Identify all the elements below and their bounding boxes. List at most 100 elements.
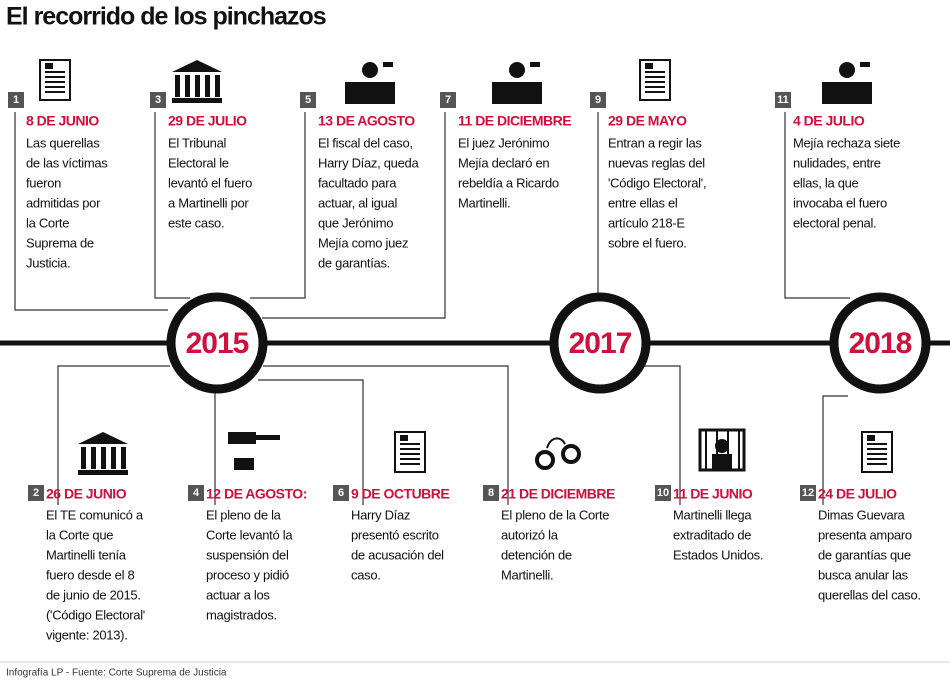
icon-photo bbox=[400, 435, 408, 441]
event-text: presenta amparo bbox=[818, 527, 912, 542]
icon-cuff bbox=[535, 450, 555, 470]
event-text: El TE comunicó a bbox=[46, 507, 144, 522]
event-text: Martinelli. bbox=[501, 567, 553, 582]
event-text: fuero desde el 8 bbox=[46, 567, 135, 582]
icon bbox=[172, 60, 222, 103]
icon-col bbox=[215, 75, 220, 97]
number-box bbox=[440, 92, 456, 108]
icon-cuff bbox=[561, 444, 581, 464]
icon-base bbox=[172, 98, 222, 103]
icon-bench bbox=[345, 82, 395, 104]
icon-doc bbox=[39, 59, 71, 101]
event-text: El pleno de la Corte bbox=[501, 507, 609, 522]
event-text: ('Código Electoral' bbox=[46, 607, 145, 622]
event-number: 3 bbox=[155, 94, 161, 106]
event-date: 21 DE DICIEMBRE bbox=[501, 486, 615, 502]
event-text: vigente: 2013). bbox=[46, 627, 128, 642]
event-text: caso. bbox=[351, 567, 381, 582]
icon-bench bbox=[492, 82, 542, 104]
event-date: 4 DE JULIO bbox=[793, 113, 865, 129]
event-text: actuar a los bbox=[206, 587, 270, 602]
icon-head bbox=[715, 439, 729, 453]
event-text: extraditado de bbox=[673, 527, 751, 542]
event-text: querellas del caso. bbox=[818, 587, 921, 602]
event-number: 10 bbox=[657, 487, 669, 499]
icon bbox=[228, 432, 280, 470]
event-text: de garantías que bbox=[818, 547, 911, 562]
number-box bbox=[800, 485, 816, 501]
event-text: Harry Díaz, queda bbox=[318, 155, 419, 170]
event-text: El juez Jerónimo bbox=[458, 135, 549, 150]
title: El recorrido de los pinchazos bbox=[6, 3, 326, 31]
icon-col bbox=[195, 75, 200, 97]
year-label: 2018 bbox=[849, 327, 912, 360]
icon-roof bbox=[172, 60, 222, 72]
event-text: Estados Unidos. bbox=[673, 547, 763, 562]
event-text: suspensión del bbox=[206, 547, 289, 562]
icon-head bbox=[362, 62, 378, 78]
icon bbox=[698, 428, 746, 472]
event-text: actuar, al igual bbox=[318, 195, 397, 210]
icon-photo bbox=[45, 63, 53, 69]
event-date: 11 DE DICIEMBRE bbox=[458, 113, 571, 129]
icon bbox=[861, 431, 893, 473]
event-text: Justicia. bbox=[26, 255, 70, 270]
icon bbox=[39, 59, 71, 101]
event-number: 6 bbox=[338, 487, 344, 499]
icon bbox=[78, 432, 128, 475]
number-box bbox=[300, 92, 316, 108]
event-text: este caso. bbox=[168, 215, 224, 230]
icon-col bbox=[91, 447, 96, 469]
icon bbox=[535, 437, 581, 470]
event-text: levantó el fuero bbox=[168, 175, 252, 190]
icon-col bbox=[185, 75, 190, 97]
event-text: facultado para bbox=[318, 175, 397, 190]
event-text: Dimas Guevara bbox=[818, 507, 905, 522]
number-box bbox=[655, 485, 671, 501]
event-text: electoral penal. bbox=[793, 215, 876, 230]
number-box bbox=[8, 92, 24, 108]
event-text: busca anular las bbox=[818, 567, 909, 582]
number-box bbox=[150, 92, 166, 108]
icon-chain bbox=[546, 437, 566, 449]
event-text: de junio de 2015. bbox=[46, 587, 141, 602]
event-text: ellas, la que bbox=[793, 175, 859, 190]
number-box bbox=[28, 485, 44, 501]
event-text: Harry Díaz bbox=[351, 507, 410, 522]
event-date: 29 DE JULIO bbox=[168, 113, 247, 129]
icon-col bbox=[81, 447, 86, 469]
event-text: que Jerónimo bbox=[318, 215, 393, 230]
event-date: 12 DE AGOSTO: bbox=[206, 486, 307, 502]
icon-photo bbox=[867, 435, 875, 441]
event-text: la Corte que bbox=[46, 527, 113, 542]
event-text: nuevas reglas del bbox=[608, 155, 705, 170]
event-number: 4 bbox=[193, 487, 200, 499]
event-text: sobre el fuero. bbox=[608, 235, 687, 250]
event-text: la Corte bbox=[26, 215, 69, 230]
number-box bbox=[483, 485, 499, 501]
icon bbox=[345, 62, 395, 104]
year-label: 2017 bbox=[569, 327, 632, 360]
icon-doc bbox=[639, 59, 671, 101]
event-text: de las víctimas bbox=[26, 155, 108, 170]
event-text: entre ellas el bbox=[608, 195, 678, 210]
icon-col bbox=[101, 447, 106, 469]
footer: Infografía LP - Fuente: Corte Suprema de… bbox=[6, 668, 227, 679]
icon-block bbox=[234, 458, 254, 470]
event-text: magistrados. bbox=[206, 607, 277, 622]
icon-handle bbox=[254, 435, 280, 440]
event-number: 8 bbox=[488, 487, 494, 499]
icon-head bbox=[509, 62, 525, 78]
event-text: admitidas por bbox=[26, 195, 101, 210]
event-text: nulidades, entre bbox=[793, 155, 881, 170]
number-box bbox=[333, 485, 349, 501]
event-text: fueron bbox=[26, 175, 61, 190]
event-text: Electoral le bbox=[168, 155, 229, 170]
event-text: Las querellas bbox=[26, 135, 100, 150]
event-text: proceso y pidió bbox=[206, 567, 289, 582]
year-circle bbox=[829, 292, 931, 394]
icon bbox=[639, 59, 671, 101]
event-text: autorizó la bbox=[501, 527, 559, 542]
event-number: 12 bbox=[802, 487, 814, 499]
icon bbox=[394, 431, 426, 473]
